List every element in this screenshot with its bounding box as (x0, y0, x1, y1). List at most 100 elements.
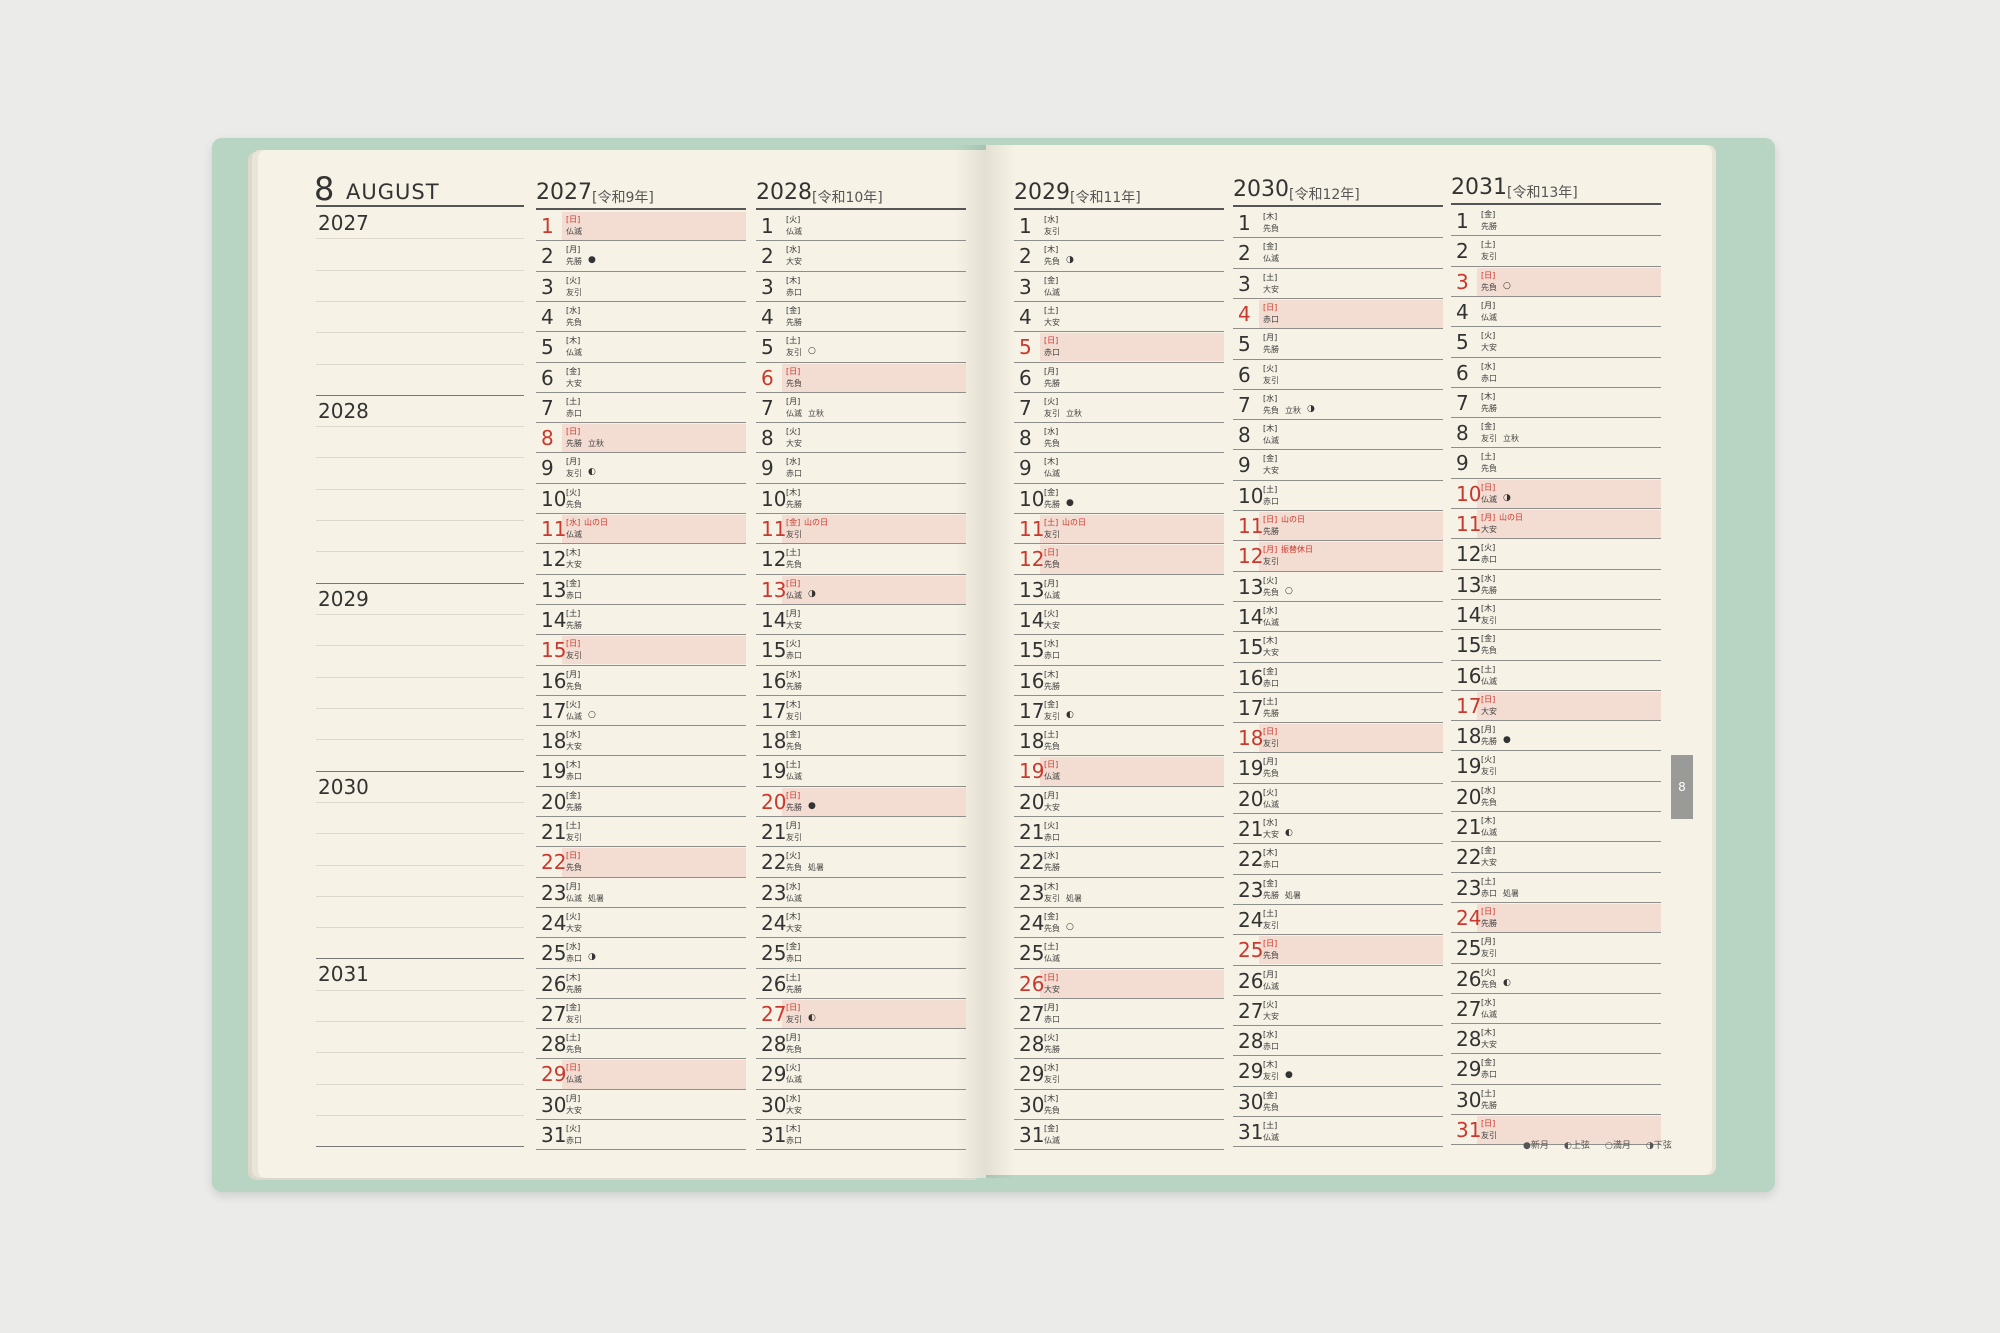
row-rule (1233, 964, 1443, 966)
holiday-band (782, 999, 966, 1029)
weekday: [月] (1481, 725, 1496, 735)
holiday-band (1040, 333, 1224, 362)
row-rule (756, 634, 966, 636)
day-number: 13 (1238, 574, 1264, 599)
day-number: 29 (1019, 1062, 1045, 1087)
weekday: [木] (566, 972, 581, 982)
row-rule (756, 876, 966, 878)
row-rule (1451, 538, 1661, 540)
holiday-band (1259, 299, 1443, 329)
row-rule (756, 997, 966, 999)
rokuyo: 友引 (786, 530, 802, 539)
day-number: 12 (761, 547, 787, 572)
weekday: [木] (786, 487, 801, 497)
row-rule (536, 634, 746, 636)
rokuyo: 先勝 (1263, 708, 1279, 718)
rokuyo: 友引 (566, 469, 582, 479)
rokuyo: 赤口 (786, 954, 802, 964)
weekday: [水] (786, 457, 801, 467)
weekday: [木] (786, 911, 801, 921)
rokuyo: 大安 (1044, 620, 1060, 630)
weekday: [火] (1481, 543, 1496, 553)
rokuyo: 友引 (1481, 949, 1497, 959)
holiday-band (1259, 724, 1443, 753)
rokuyo: 赤口 (1263, 860, 1279, 870)
moon-phase: ○ (1066, 921, 1074, 932)
weekday: [日] (566, 427, 581, 437)
rokuyo: 先勝 (1481, 222, 1497, 231)
weekday: [土] (566, 1033, 581, 1043)
rule (316, 238, 524, 240)
day-number: 26 (1019, 971, 1045, 996)
weekday: [土] (566, 821, 581, 830)
solar-term: 立秋 (1285, 405, 1301, 415)
day-number: 13 (541, 577, 567, 602)
weekday: [月] (1044, 578, 1059, 588)
rokuyo: 先勝 (786, 317, 802, 327)
rokuyo: 先勝 (566, 257, 582, 267)
row-rule (536, 1149, 746, 1151)
weekday: [水] (1044, 851, 1059, 861)
weekday: [日] (1263, 939, 1278, 949)
row-rule (1451, 265, 1661, 267)
day-number: 10 (541, 486, 567, 511)
day-number: 3 (1019, 274, 1032, 299)
row-rule (756, 816, 966, 817)
rokuyo: 赤口 (786, 1136, 802, 1145)
row-rule (1233, 600, 1443, 602)
row-rule (1233, 419, 1443, 421)
day-number: 7 (1238, 392, 1251, 417)
day-number: 11 (761, 517, 787, 541)
year-label: 2030 (318, 774, 369, 799)
row-rule (756, 422, 966, 424)
rokuyo: 先負 (1481, 797, 1497, 807)
weekday: [土] (1044, 518, 1059, 527)
row-rule (1233, 722, 1443, 724)
row-rule (1233, 843, 1443, 845)
weekday: [土] (1044, 730, 1059, 740)
row-rule (1233, 570, 1443, 572)
rokuyo: 仏滅 (1481, 312, 1497, 322)
weekday: [水] (786, 881, 801, 891)
rokuyo: 友引 (1263, 920, 1279, 930)
weekday: [月] (566, 1093, 581, 1103)
holiday-name: 山の日 (584, 518, 608, 527)
weekday: [月] (1481, 300, 1496, 310)
row-rule (1233, 510, 1443, 511)
weekday: [月] (1263, 969, 1278, 979)
day-number: 28 (541, 1032, 567, 1057)
weekday: [木] (1263, 212, 1278, 221)
weekday: [金] (1263, 878, 1278, 888)
weekday: [木] (1044, 1093, 1059, 1103)
weekday: [土] (566, 396, 581, 406)
solar-term: 立秋 (1066, 408, 1082, 418)
solar-term: 立秋 (808, 408, 824, 418)
rule (316, 801, 524, 803)
era-label: [令和9年] (592, 190, 654, 206)
rokuyo: 友引 (1044, 1075, 1060, 1085)
row-rule (536, 725, 746, 727)
day-number: 31 (1019, 1123, 1045, 1147)
row-rule (756, 1149, 966, 1151)
month-name: AUGUST (346, 180, 440, 204)
row-rule (756, 906, 966, 908)
day-number: 19 (1456, 754, 1482, 779)
day-number: 11 (1019, 517, 1045, 541)
row-rule (536, 300, 746, 302)
rokuyo: 先勝 (1044, 378, 1060, 388)
row-rule (1233, 994, 1443, 996)
rokuyo: 先勝 (1044, 681, 1060, 691)
day-number: 6 (761, 365, 774, 390)
day-number: 31 (541, 1123, 567, 1147)
holiday-band (1040, 545, 1224, 574)
weekday: [火] (1263, 999, 1278, 1009)
rokuyo: 先負 (1481, 979, 1497, 989)
row-rule (1451, 326, 1661, 328)
rokuyo: 先勝 (1044, 1045, 1060, 1055)
day-number: 8 (1456, 421, 1469, 446)
rule (316, 1021, 524, 1023)
weekday: [金] (1044, 1124, 1059, 1133)
day-number: 20 (1238, 786, 1264, 811)
rokuyo: 先負 (1044, 1105, 1060, 1115)
